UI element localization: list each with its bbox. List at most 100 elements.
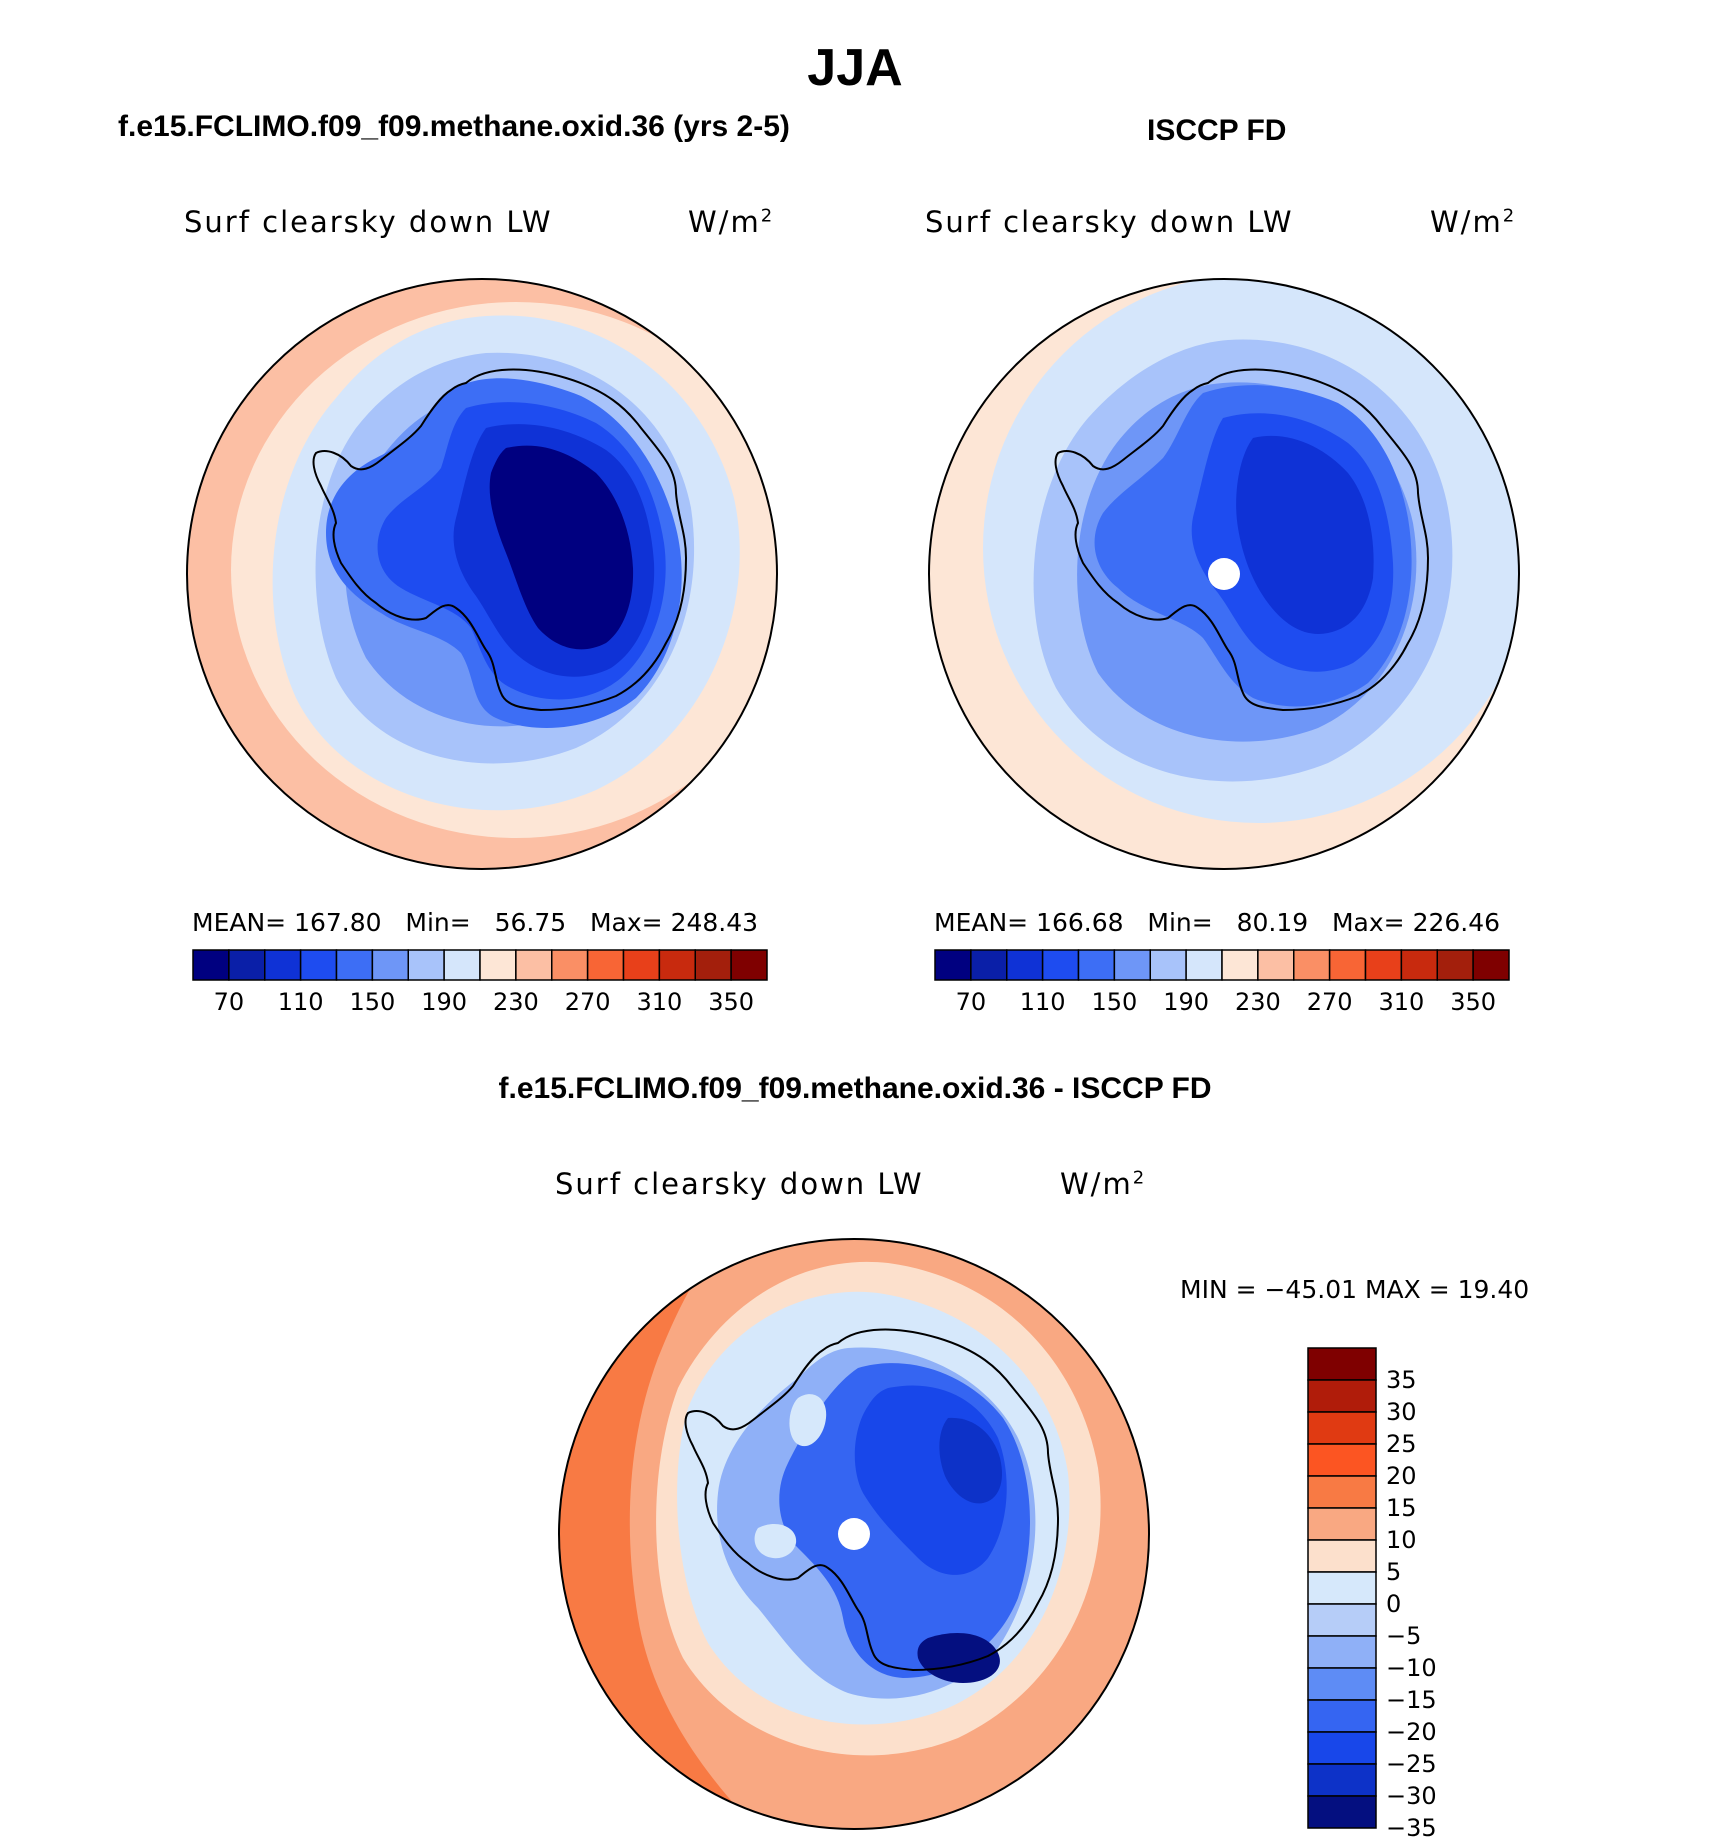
colorbar-swatch xyxy=(658,949,696,981)
colorbar-tick-label: 190 xyxy=(421,988,468,1016)
obs-colorbar xyxy=(934,949,1510,981)
colorbar-tick-label: 30 xyxy=(1386,1398,1417,1426)
colorbar-swatch xyxy=(479,949,517,981)
obs-plateau xyxy=(1236,435,1374,634)
colorbar-swatch xyxy=(1472,949,1510,981)
colorbar-swatch xyxy=(1113,949,1151,981)
colorbar-tick-label: 150 xyxy=(349,988,396,1016)
obs-map-border xyxy=(928,278,1520,870)
obs-coastline xyxy=(1054,368,1430,712)
colorbar-swatch xyxy=(299,949,338,981)
colorbar-swatch xyxy=(192,949,230,981)
colorbar-swatch xyxy=(1307,1667,1377,1701)
colorbar-swatch xyxy=(515,949,553,981)
colorbar-swatch xyxy=(730,949,768,981)
colorbar-swatch xyxy=(970,949,1008,981)
colorbar-swatch xyxy=(1149,949,1187,981)
colorbar-tick-label: −30 xyxy=(1386,1782,1437,1810)
colorbar-tick-label: 15 xyxy=(1386,1494,1417,1522)
colorbar-swatch xyxy=(1077,949,1116,981)
colorbar-swatch xyxy=(1307,1475,1377,1509)
colorbar-swatch xyxy=(228,949,266,981)
model-plateau-dark xyxy=(489,445,634,650)
colorbar-swatch xyxy=(407,949,445,981)
colorbar-tick-label: 70 xyxy=(213,988,245,1016)
colorbar-tick-label: 310 xyxy=(1378,988,1425,1016)
colorbar-swatch xyxy=(1364,949,1403,981)
colorbar-tick-label: −15 xyxy=(1386,1686,1437,1714)
colorbar-tick-label: 110 xyxy=(277,988,324,1016)
colorbar-swatch xyxy=(1307,1795,1377,1829)
diff-colorbar xyxy=(1307,1347,1377,1829)
diff-units-label: W/m2 xyxy=(1060,1167,1147,1201)
obs-polar-map xyxy=(928,278,1520,870)
colorbar-tick-label: 5 xyxy=(1386,1558,1402,1586)
colorbar-tick-label: 150 xyxy=(1091,988,1138,1016)
diff-pole-hole xyxy=(838,1518,870,1550)
diff-neg-core-2 xyxy=(917,1633,1000,1683)
diff-coastline xyxy=(684,1328,1060,1672)
model-polar-map xyxy=(186,278,778,870)
colorbar-swatch xyxy=(1307,1443,1377,1477)
colorbar-swatch xyxy=(1307,1571,1377,1605)
colorbar-tick-label: 230 xyxy=(1234,988,1281,1016)
obs-units-label: W/m2 xyxy=(1430,205,1517,239)
colorbar-swatch xyxy=(1307,1507,1377,1541)
colorbar-tick-label: 190 xyxy=(1163,988,1210,1016)
model-colorbar xyxy=(192,949,768,981)
colorbar-swatch xyxy=(1307,1411,1377,1445)
model-stats: MEAN= 167.80 Min= 56.75 Max= 248.43 xyxy=(192,908,759,937)
colorbar-swatch xyxy=(1307,1763,1377,1797)
obs-variable-label: Surf clearsky down LW xyxy=(925,205,1294,239)
model-panel-title: f.e15.FCLIMO.f09_f09.methane.oxid.36 (yr… xyxy=(118,110,790,143)
diff-colorbar-ticks: 35 30 25 20 15 10 5 0 −5 −10 −15 −20 −25 −30 −35 xyxy=(1386,1348,1506,1842)
colorbar-tick-label: 70 xyxy=(955,988,987,1016)
colorbar-tick-label: 25 xyxy=(1386,1430,1417,1458)
diff-panel-title: f.e15.FCLIMO.f09_f09.methane.oxid.36 - I… xyxy=(498,1072,1212,1105)
obs-stats: MEAN= 166.68 Min= 80.19 Max= 226.46 xyxy=(934,908,1501,937)
colorbar-tick-label: 270 xyxy=(1306,988,1353,1016)
colorbar-tick-label: −25 xyxy=(1386,1750,1437,1778)
colorbar-tick-label: 10 xyxy=(1386,1526,1417,1554)
colorbar-swatch xyxy=(1307,1699,1377,1733)
diff-polar-map xyxy=(558,1238,1150,1830)
diff-neg-core-1 xyxy=(939,1417,1003,1504)
obs-panel-title: ISCCP FD xyxy=(1147,114,1287,147)
colorbar-tick-label: 230 xyxy=(492,988,539,1016)
figure-title: JJA xyxy=(807,39,903,97)
colorbar-swatch xyxy=(1307,1539,1377,1573)
colorbar-tick-label: 0 xyxy=(1386,1590,1402,1618)
colorbar-swatch xyxy=(335,949,374,981)
colorbar-swatch xyxy=(1307,1347,1377,1381)
model-coastline xyxy=(312,368,688,712)
colorbar-tick-label: 35 xyxy=(1386,1366,1417,1394)
diff-map-border xyxy=(558,1238,1150,1830)
model-variable-label: Surf clearsky down LW xyxy=(184,205,553,239)
model-units-label: W/m2 xyxy=(688,205,775,239)
colorbar-swatch xyxy=(1307,1635,1377,1669)
colorbar-swatch xyxy=(1257,949,1295,981)
colorbar-swatch xyxy=(1436,949,1474,981)
colorbar-swatch xyxy=(264,949,302,981)
diff-pale-patch-1 xyxy=(789,1394,827,1447)
diff-pale-patch-2 xyxy=(754,1523,797,1559)
model-map-border xyxy=(186,278,778,870)
colorbar-tick-label: 310 xyxy=(636,988,683,1016)
colorbar-swatch xyxy=(371,949,409,981)
colorbar-swatch xyxy=(1293,949,1331,981)
obs-pole-hole xyxy=(1208,558,1240,590)
obs-colorbar-ticks: 70 110 150 190 230 270 310 350 xyxy=(935,988,1509,1018)
colorbar-swatch xyxy=(934,949,972,981)
colorbar-swatch xyxy=(694,949,732,981)
colorbar-swatch xyxy=(551,949,589,981)
colorbar-swatch xyxy=(1307,1731,1377,1765)
colorbar-tick-label: 350 xyxy=(708,988,755,1016)
colorbar-swatch xyxy=(1185,949,1223,981)
diff-variable-label: Surf clearsky down LW xyxy=(555,1167,924,1201)
colorbar-tick-label: −20 xyxy=(1386,1718,1437,1746)
colorbar-swatch xyxy=(1006,949,1044,981)
colorbar-tick-label: −10 xyxy=(1386,1654,1437,1682)
diff-minmax: MIN = −45.01 MAX = 19.40 xyxy=(1180,1275,1530,1304)
colorbar-swatch xyxy=(586,949,625,981)
colorbar-swatch xyxy=(1400,949,1438,981)
